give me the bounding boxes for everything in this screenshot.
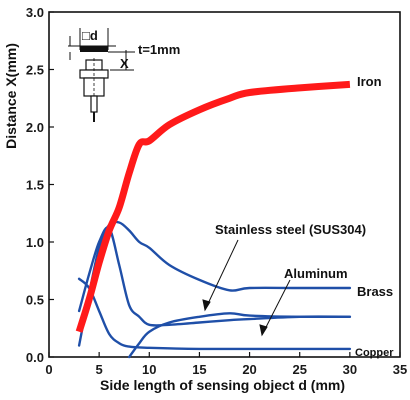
x-tick-label: 35 xyxy=(393,362,407,377)
inset-sensor-cable xyxy=(90,95,98,113)
copper-label: Copper xyxy=(355,347,394,359)
aluminum-label: Aluminum xyxy=(284,266,348,281)
stainless-leader-line xyxy=(204,239,239,311)
stainless-label: Stainless steel (SUS304) xyxy=(215,222,366,237)
series-line-iron xyxy=(75,80,351,333)
x-tick-label: 0 xyxy=(45,362,52,377)
aluminum-leader-arrow xyxy=(259,324,268,337)
inset-thickness-label: t=1mm xyxy=(138,42,180,57)
y-tick-label: 2.5 xyxy=(26,63,44,78)
series-line-brass xyxy=(77,226,352,327)
aluminum-leader-line xyxy=(261,279,291,336)
inset-x-label: X xyxy=(120,56,129,71)
y-tick-label: 1.5 xyxy=(26,178,44,193)
x-tick-label: 25 xyxy=(292,362,306,377)
series-line-aluminum xyxy=(127,312,352,359)
x-tick-label: 5 xyxy=(96,362,103,377)
x-tick-label: 10 xyxy=(142,362,156,377)
y-axis-ticks: 0.0 0.5 1.0 1.5 2.0 2.5 3.0 xyxy=(26,5,54,365)
series-line-copper xyxy=(77,277,352,351)
label-leaders xyxy=(202,239,291,337)
stainless-leader-arrow xyxy=(202,299,211,312)
inset-target-plate xyxy=(80,46,108,52)
x-axis-ticks: 0 5 10 15 20 25 30 35 xyxy=(45,352,407,377)
y-tick-label: 1.0 xyxy=(26,235,44,250)
sensor-inset-diagram: □d t=1mm X xyxy=(68,28,180,122)
series-lines xyxy=(75,80,352,359)
y-axis-title: Distance X(mm) xyxy=(3,43,19,149)
x-tick-label: 20 xyxy=(242,362,256,377)
brass-label: Brass xyxy=(357,284,393,299)
x-axis-title: Side length of sensing object d (mm) xyxy=(100,377,345,393)
y-tick-label: 0.5 xyxy=(26,293,44,308)
y-tick-label: 0.0 xyxy=(26,350,44,365)
x-tick-label: 15 xyxy=(192,362,206,377)
y-tick-label: 3.0 xyxy=(26,5,44,20)
iron-label: Iron xyxy=(357,74,382,89)
inset-square-label: □d xyxy=(82,28,98,43)
x-tick-label: 30 xyxy=(343,362,357,377)
series-line-stainless-steel-sus304 xyxy=(77,220,352,347)
y-tick-label: 2.0 xyxy=(26,120,44,135)
